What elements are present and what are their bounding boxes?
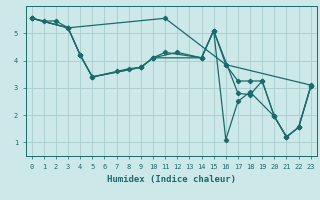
X-axis label: Humidex (Indice chaleur): Humidex (Indice chaleur) bbox=[107, 175, 236, 184]
